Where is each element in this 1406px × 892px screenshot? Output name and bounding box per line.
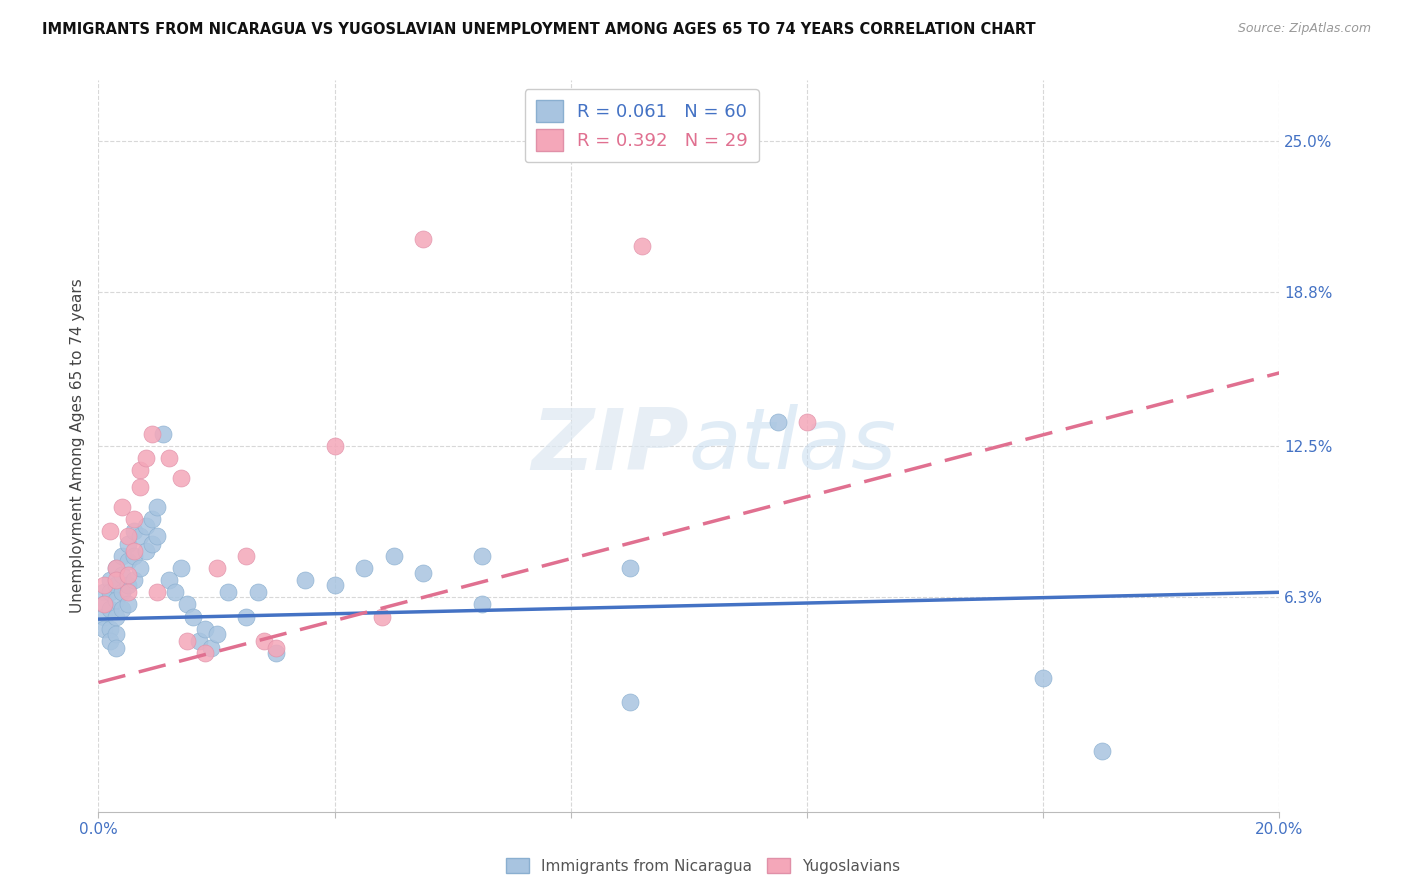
- Point: [117, 529, 139, 543]
- Point: [294, 573, 316, 587]
- Point: [111, 500, 134, 514]
- Point: [353, 561, 375, 575]
- Point: [105, 592, 128, 607]
- Point: [619, 695, 641, 709]
- Point: [176, 634, 198, 648]
- Point: [105, 609, 128, 624]
- Point: [105, 573, 128, 587]
- Point: [117, 568, 139, 582]
- Point: [122, 544, 145, 558]
- Point: [117, 578, 139, 592]
- Point: [323, 439, 346, 453]
- Point: [122, 549, 145, 563]
- Point: [1032, 671, 1054, 685]
- Point: [157, 451, 180, 466]
- Point: [471, 549, 494, 563]
- Point: [146, 585, 169, 599]
- Point: [200, 641, 222, 656]
- Point: [141, 512, 163, 526]
- Point: [135, 544, 157, 558]
- Point: [128, 529, 150, 543]
- Point: [93, 609, 115, 624]
- Point: [98, 573, 121, 587]
- Point: [122, 573, 145, 587]
- Point: [117, 598, 139, 612]
- Point: [194, 646, 217, 660]
- Point: [264, 646, 287, 660]
- Point: [128, 561, 150, 575]
- Point: [253, 634, 276, 648]
- Point: [194, 622, 217, 636]
- Point: [122, 512, 145, 526]
- Point: [93, 622, 115, 636]
- Point: [117, 585, 139, 599]
- Point: [157, 573, 180, 587]
- Point: [619, 561, 641, 575]
- Point: [98, 524, 121, 539]
- Point: [796, 415, 818, 429]
- Point: [217, 585, 239, 599]
- Point: [235, 609, 257, 624]
- Point: [152, 426, 174, 441]
- Point: [111, 568, 134, 582]
- Point: [93, 585, 115, 599]
- Point: [181, 609, 204, 624]
- Point: [187, 634, 209, 648]
- Point: [93, 598, 115, 612]
- Point: [141, 536, 163, 550]
- Point: [117, 553, 139, 567]
- Point: [471, 598, 494, 612]
- Point: [122, 524, 145, 539]
- Point: [98, 634, 121, 648]
- Point: [382, 549, 405, 563]
- Point: [264, 641, 287, 656]
- Point: [170, 471, 193, 485]
- Text: ZIP: ZIP: [531, 404, 689, 488]
- Point: [111, 549, 134, 563]
- Point: [105, 561, 128, 575]
- Point: [111, 602, 134, 616]
- Point: [165, 585, 187, 599]
- Point: [141, 426, 163, 441]
- Point: [93, 578, 115, 592]
- Legend: Immigrants from Nicaragua, Yugoslavians: Immigrants from Nicaragua, Yugoslavians: [499, 852, 907, 880]
- Text: Source: ZipAtlas.com: Source: ZipAtlas.com: [1237, 22, 1371, 36]
- Point: [246, 585, 269, 599]
- Point: [235, 549, 257, 563]
- Point: [412, 566, 434, 580]
- Point: [371, 609, 394, 624]
- Text: IMMIGRANTS FROM NICARAGUA VS YUGOSLAVIAN UNEMPLOYMENT AMONG AGES 65 TO 74 YEARS : IMMIGRANTS FROM NICARAGUA VS YUGOSLAVIAN…: [42, 22, 1036, 37]
- Point: [135, 519, 157, 533]
- Point: [176, 598, 198, 612]
- Point: [128, 463, 150, 477]
- Point: [1091, 744, 1114, 758]
- Legend: R = 0.061   N = 60, R = 0.392   N = 29: R = 0.061 N = 60, R = 0.392 N = 29: [524, 89, 759, 162]
- Point: [117, 536, 139, 550]
- Point: [105, 561, 128, 575]
- Point: [170, 561, 193, 575]
- Point: [205, 561, 228, 575]
- Point: [146, 529, 169, 543]
- Point: [98, 585, 121, 599]
- Point: [766, 415, 789, 429]
- Point: [105, 626, 128, 640]
- Text: atlas: atlas: [689, 404, 897, 488]
- Point: [105, 578, 128, 592]
- Y-axis label: Unemployment Among Ages 65 to 74 years: Unemployment Among Ages 65 to 74 years: [69, 278, 84, 614]
- Point: [93, 598, 115, 612]
- Point: [323, 578, 346, 592]
- Point: [135, 451, 157, 466]
- Point: [630, 239, 652, 253]
- Point: [146, 500, 169, 514]
- Point: [128, 480, 150, 494]
- Point: [98, 622, 121, 636]
- Point: [111, 585, 134, 599]
- Point: [98, 602, 121, 616]
- Point: [105, 641, 128, 656]
- Point: [412, 232, 434, 246]
- Point: [205, 626, 228, 640]
